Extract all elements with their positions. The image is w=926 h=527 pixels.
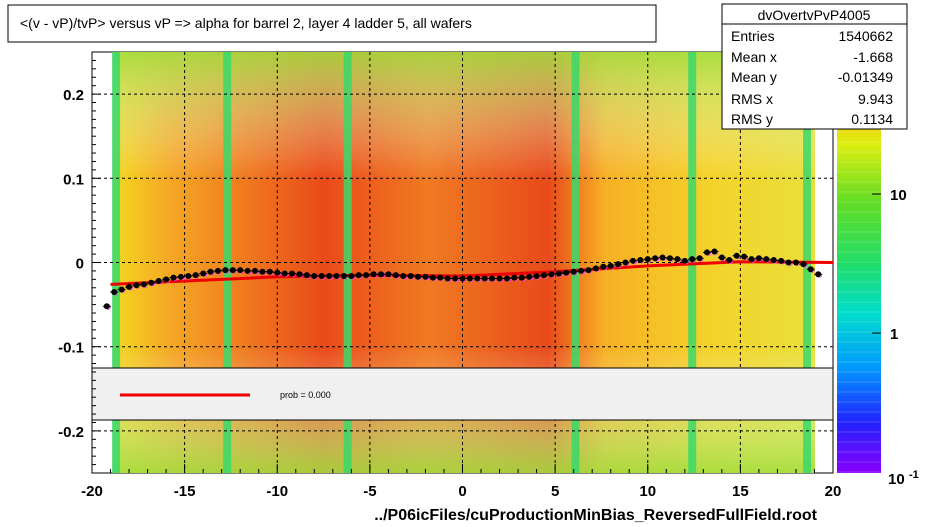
stats-label-rms-y: RMS y bbox=[731, 111, 773, 127]
title-box bbox=[7, 4, 657, 43]
stats-box bbox=[721, 3, 908, 130]
x-tick-label: 0 bbox=[458, 483, 466, 500]
heatmap-band bbox=[223, 52, 232, 473]
x-tick-label: 5 bbox=[551, 483, 559, 500]
stats-value-mean-x: -1.668 bbox=[853, 49, 893, 65]
stats-value-rms-y: 0.1134 bbox=[851, 111, 893, 127]
x-tick-label: -15 bbox=[174, 483, 196, 500]
y-tick-label: 0.1 bbox=[63, 171, 84, 188]
y-tick-label: -0.2 bbox=[58, 424, 84, 441]
stats-label-mean-y: Mean y bbox=[731, 69, 777, 85]
profile-markers bbox=[102, 248, 823, 310]
chart-title: <(v - vP)/tvP> versus vP => alpha for ba… bbox=[20, 15, 472, 31]
heatmap-band bbox=[571, 52, 580, 473]
colorbar-tick-superscript: -1 bbox=[909, 469, 919, 481]
colorbar-tick-label: 10 bbox=[888, 471, 905, 488]
x-tick-label: 20 bbox=[825, 483, 842, 500]
heatmap-band bbox=[343, 52, 352, 473]
stats-label-mean-x: Mean x bbox=[731, 49, 777, 65]
stats-value-entries: 1540662 bbox=[838, 28, 893, 44]
stats-name: dvOvertvPvP4005 bbox=[758, 7, 871, 23]
stats-value-rms-x: 9.943 bbox=[858, 91, 893, 107]
y-axis: 0.2 0.1 0 -0.1 -0.2 bbox=[58, 51, 101, 474]
stats-label-entries: Entries bbox=[731, 28, 775, 44]
x-tick-label: 15 bbox=[732, 483, 749, 500]
x-tick-label: -20 bbox=[81, 483, 103, 500]
x-axis: -20 -15 -10 -5 0 5 10 15 20 bbox=[81, 464, 841, 500]
x-tick-label: -10 bbox=[266, 483, 288, 500]
footer-filename: ../P06icFiles/cuProductionMinBias_Revers… bbox=[374, 507, 817, 524]
stats-label-rms-x: RMS x bbox=[731, 91, 773, 107]
x-tick-label: 10 bbox=[639, 483, 656, 500]
colorbar-tick-label: 10 bbox=[890, 187, 907, 204]
y-tick-label: 0 bbox=[76, 256, 84, 273]
x-tick-label: -5 bbox=[363, 483, 376, 500]
y-tick-label: 0.2 bbox=[63, 87, 84, 104]
stats-value-mean-y: -0.01349 bbox=[838, 69, 893, 85]
y-tick-label: -0.1 bbox=[58, 340, 84, 357]
colorbar-tick-label: 1 bbox=[890, 326, 898, 343]
fit-legend-label: prob = 0.000 bbox=[280, 390, 331, 400]
